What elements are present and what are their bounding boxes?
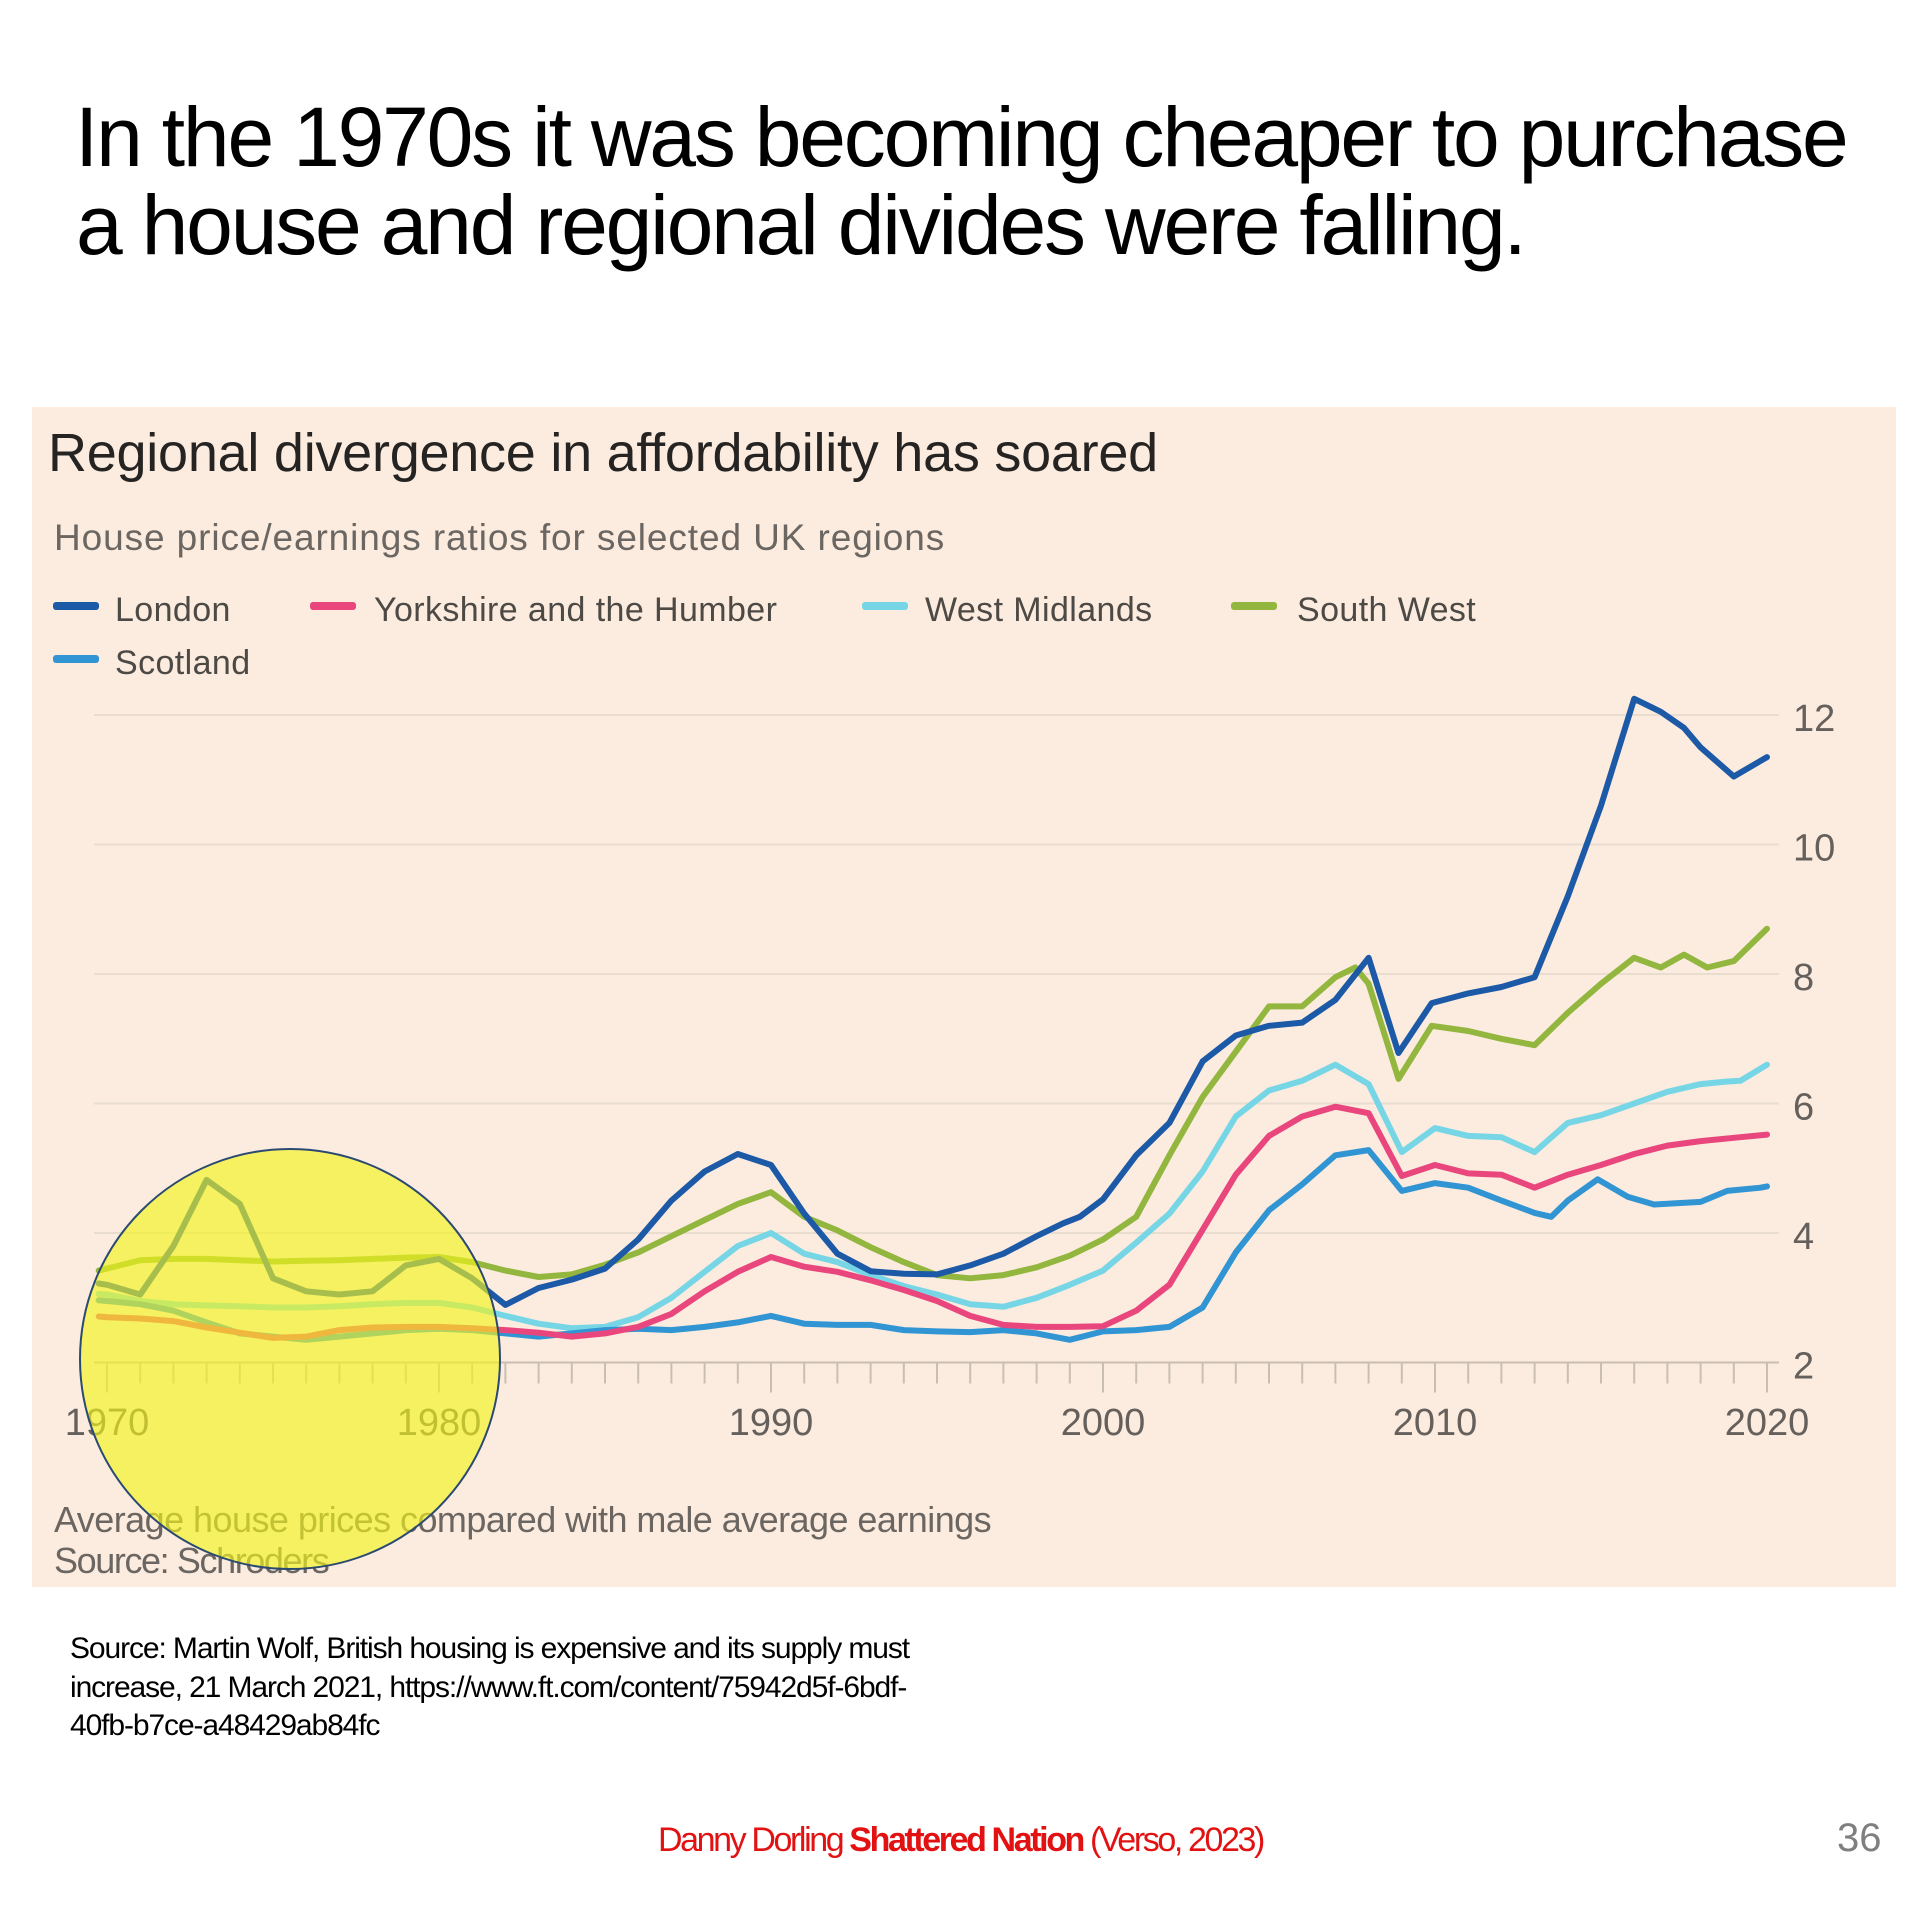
svg-text:2020: 2020 [1725, 1402, 1810, 1444]
svg-text:increase, 21 March 2021, https: increase, 21 March 2021, https://www.ft.… [70, 1671, 906, 1704]
svg-text:Regional divergence in afforda: Regional divergence in affordability has… [48, 423, 1158, 483]
svg-text:2010: 2010 [1393, 1402, 1478, 1444]
svg-text:Yorkshire and the Humber: Yorkshire and the Humber [374, 591, 777, 629]
svg-text:36: 36 [1837, 1816, 1882, 1860]
svg-text:10: 10 [1793, 828, 1835, 870]
svg-text:2: 2 [1793, 1346, 1814, 1388]
svg-text:4: 4 [1793, 1216, 1814, 1258]
svg-text:a house and regional divides w: a house and regional divides were fallin… [76, 178, 1525, 272]
svg-text:Source: Martin Wolf, British h: Source: Martin Wolf, British housing is … [70, 1632, 911, 1665]
svg-text:South West: South West [1297, 591, 1476, 629]
svg-text:12: 12 [1793, 698, 1835, 740]
svg-text:In the 1970s it was becoming c: In the 1970s it was becoming cheaper to … [75, 90, 1847, 184]
svg-text:1990: 1990 [729, 1402, 814, 1444]
svg-text:6: 6 [1793, 1087, 1814, 1129]
svg-text:Danny Dorling Shattered Nation: Danny Dorling Shattered Nation (Verso, 2… [658, 1821, 1264, 1859]
svg-text:2000: 2000 [1061, 1402, 1146, 1444]
svg-text:West Midlands: West Midlands [925, 591, 1153, 629]
svg-text:Scotland: Scotland [115, 644, 251, 682]
svg-text:London: London [115, 591, 231, 629]
svg-text:40fb-b7ce-a48429ab84fc: 40fb-b7ce-a48429ab84fc [70, 1709, 381, 1742]
svg-text:House price/earnings ratios fo: House price/earnings ratios for selected… [54, 517, 945, 558]
svg-text:8: 8 [1793, 957, 1814, 999]
